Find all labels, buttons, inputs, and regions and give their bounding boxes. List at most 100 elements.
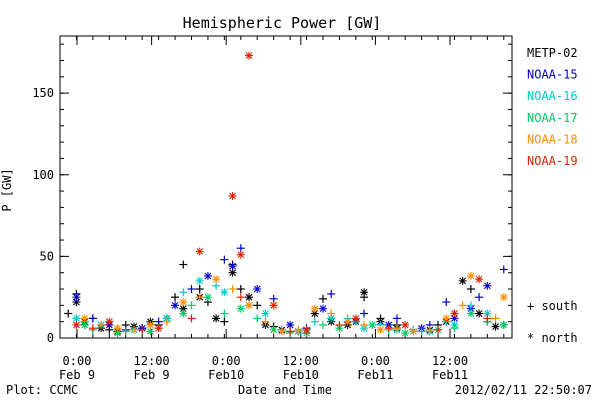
data-point-north — [253, 285, 262, 294]
data-point-south — [187, 301, 196, 310]
data-point-south — [195, 293, 204, 302]
data-point-north — [401, 320, 410, 329]
y-tick-label: 0 — [47, 331, 54, 345]
data-point-north — [228, 191, 237, 200]
data-point-south — [442, 298, 451, 307]
data-point-north — [466, 271, 475, 280]
data-point-north — [195, 247, 204, 256]
data-point-north — [302, 325, 311, 334]
data-point-south — [392, 324, 401, 333]
data-point-north — [146, 327, 155, 336]
data-point-south — [450, 324, 459, 333]
x-tick-label-time: 0:00 — [361, 354, 390, 368]
data-point-north — [245, 301, 254, 310]
data-point-north — [499, 293, 508, 302]
data-point-south — [187, 285, 196, 294]
data-point-north — [72, 293, 81, 302]
data-point-south — [97, 320, 106, 329]
data-point-south — [466, 285, 475, 294]
data-point-north — [491, 322, 500, 331]
data-point-south — [220, 317, 229, 326]
data-point-north — [203, 271, 212, 280]
y-tick-label: 100 — [32, 168, 54, 182]
data-point-south — [253, 314, 262, 323]
data-point-south — [417, 327, 426, 336]
data-point-north — [195, 276, 204, 285]
data-point-north — [409, 327, 418, 336]
data-point-north — [351, 314, 360, 323]
data-point-north — [499, 320, 508, 329]
data-point-south — [253, 301, 262, 310]
data-point-north — [212, 275, 221, 284]
y-axis: 0 50 100 150 — [32, 43, 512, 345]
data-point-north — [236, 250, 245, 259]
data-point-north — [220, 288, 229, 297]
x-tick-label-date: Feb10 — [208, 368, 244, 382]
legend-entry: NOAA-17 — [527, 111, 578, 125]
data-point-south — [392, 314, 401, 323]
data-point-north — [212, 314, 221, 323]
data-point-south — [286, 327, 295, 336]
data-point-south — [466, 301, 475, 310]
data-point-north — [179, 298, 188, 307]
symbol-legend-entry: * north — [527, 331, 578, 345]
symbol-legend-entry: + south — [527, 299, 578, 313]
data-point-north — [203, 293, 212, 302]
data-point-south — [475, 293, 484, 302]
data-point-south — [236, 293, 245, 302]
data-point-north — [105, 317, 114, 326]
plot-frame — [59, 35, 513, 339]
data-point-south — [327, 309, 336, 318]
data-point-north — [171, 301, 180, 310]
legend-entry: METP-02 — [527, 46, 578, 60]
data-point-north — [245, 293, 254, 302]
data-point-south — [228, 285, 237, 294]
data-point-south — [129, 325, 138, 334]
x-tick-label-date: Feb10 — [283, 368, 319, 382]
footer-timestamp: 2012/02/11 22:50:07 — [455, 383, 592, 397]
x-tick-label-time: 12:00 — [432, 354, 468, 368]
symbol-legend: + south * north — [527, 299, 578, 345]
data-point-north — [261, 309, 270, 318]
data-point-south — [360, 309, 369, 318]
x-tick-label-date: Feb11 — [432, 368, 468, 382]
footer-plot-label: Plot: CCMC — [6, 383, 78, 397]
data-point-south — [171, 293, 180, 302]
data-point-north — [113, 324, 122, 333]
data-point-south — [88, 324, 97, 333]
x-tick-label-time: 0:00 — [212, 354, 241, 368]
data-point-north — [450, 309, 459, 318]
x-tick-label-time: 12:00 — [134, 354, 170, 368]
legend: METP-02 NOAA-15 NOAA-16 NOAA-17 NOAA-18 NOAA-… — [527, 46, 578, 168]
data-point-south — [384, 324, 393, 333]
data-point-north — [245, 51, 254, 60]
data-point-south — [138, 325, 147, 334]
data-point-south — [483, 314, 492, 323]
data-point-north — [376, 325, 385, 334]
x-tick-label-time: 12:00 — [283, 354, 319, 368]
chart-title: Hemispheric Power [GW] — [183, 14, 382, 32]
data-point-north — [286, 320, 295, 329]
x-axis-label: Date and Time — [238, 383, 332, 397]
data-point-south — [64, 309, 73, 318]
data-point-north — [269, 301, 278, 310]
data-point-north — [80, 314, 89, 323]
data-point-south — [88, 314, 97, 323]
data-point-north — [228, 262, 237, 271]
legend-entry: NOAA-19 — [527, 154, 578, 168]
data-point-north — [236, 304, 245, 313]
data-point-north — [401, 329, 410, 338]
data-marks — [64, 51, 508, 338]
data-point-south — [220, 309, 229, 318]
data-point-south — [458, 301, 467, 310]
data-point-north — [113, 329, 122, 338]
data-point-south — [294, 325, 303, 334]
data-point-north — [146, 320, 155, 329]
data-point-south — [220, 255, 229, 264]
y-tick-label: 150 — [32, 86, 54, 100]
data-point-north — [269, 325, 278, 334]
x-tick-label-date: Feb11 — [357, 368, 393, 382]
data-point-north — [475, 275, 484, 284]
data-point-south — [491, 314, 500, 323]
